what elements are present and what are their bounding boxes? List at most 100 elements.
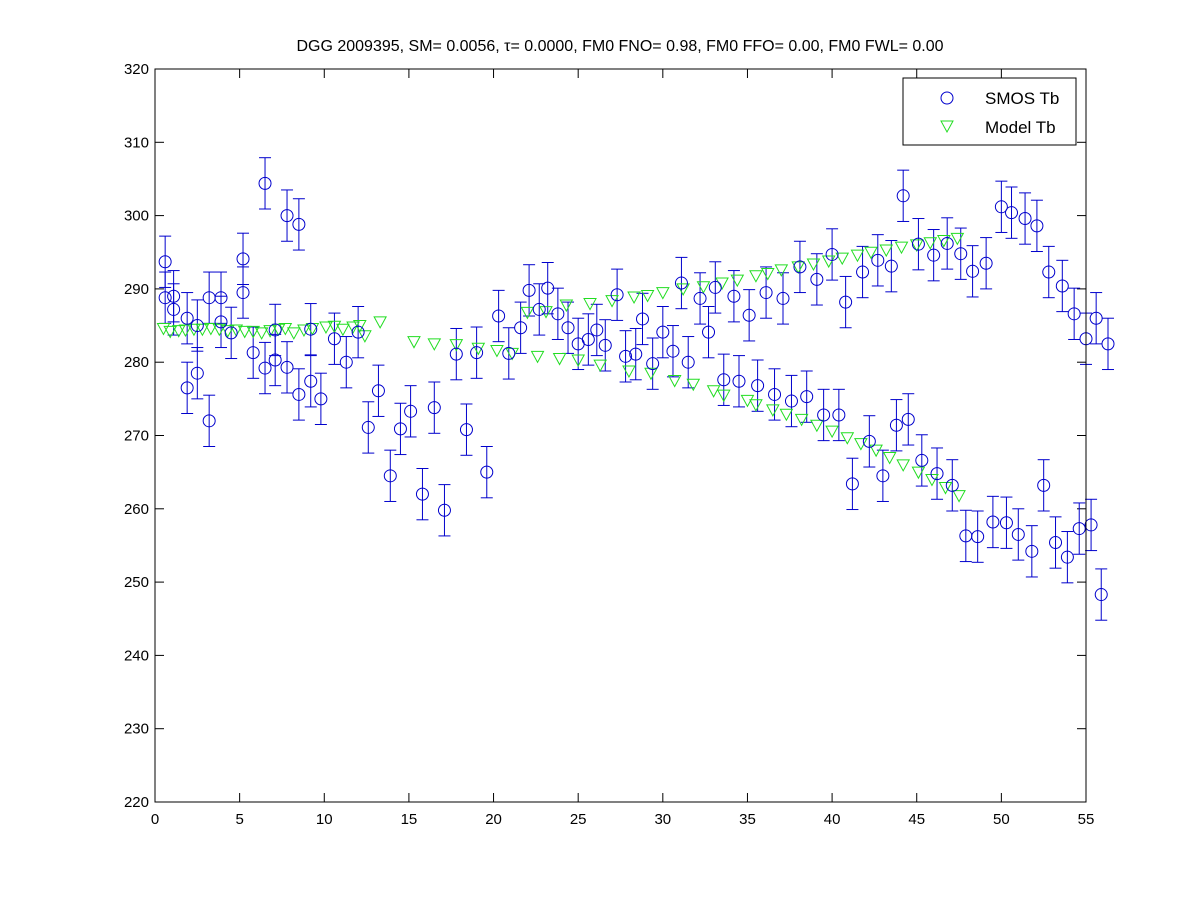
smos-tb-point <box>383 469 397 483</box>
smos-tb-point <box>674 276 688 290</box>
smos-errorbar <box>980 237 993 290</box>
smos-errorbar <box>839 275 852 329</box>
y-tick-label: 310 <box>124 134 149 151</box>
smos-tb-point <box>304 322 318 336</box>
legend: SMOS Tb Model Tb <box>902 77 1077 146</box>
smos-errorbar <box>1068 287 1081 340</box>
model-tb-point <box>178 324 193 337</box>
smos-tb-point <box>915 453 929 467</box>
smos-tb-point <box>742 308 756 322</box>
model-tb-point <box>640 289 655 303</box>
smos-tb-point <box>158 291 172 305</box>
model-tb-point <box>490 344 504 358</box>
smos-tb-point <box>832 408 846 422</box>
smos-errorbar <box>470 326 483 379</box>
smos-tb-point <box>551 307 565 321</box>
smos-errorbar <box>281 189 294 242</box>
smos-errorbar <box>1056 259 1069 313</box>
smos-tb-point <box>459 423 473 437</box>
smos-tb-point <box>581 332 595 346</box>
x-tick-label: 25 <box>570 811 587 828</box>
smos-tb-point <box>1025 544 1039 558</box>
model-tb-point <box>297 324 311 337</box>
smos-errorbar <box>394 402 407 456</box>
smos-tb-point <box>280 209 294 223</box>
smos-tb-point <box>656 325 670 339</box>
model-tb-point <box>938 482 953 495</box>
smos-tb-point <box>532 302 546 316</box>
y-tick-label: 230 <box>124 721 149 738</box>
smos-tb-point <box>619 349 633 363</box>
chart-title: DGG 2009395, SM= 0.0056, τ= 0.0000, FM0 … <box>296 38 943 55</box>
model-tb-point <box>850 249 865 263</box>
smos-errorbar <box>743 289 756 342</box>
smos-errorbar <box>636 292 649 346</box>
smos-tb-point <box>180 381 194 395</box>
model-tb-point <box>715 277 729 291</box>
model-tb-point <box>936 235 951 248</box>
model-tb-point <box>327 320 342 334</box>
smos-tb-point <box>258 361 272 375</box>
model-tb-point <box>766 404 780 417</box>
model-tb-point <box>896 459 911 472</box>
smos-tb-point <box>784 394 798 408</box>
smos-errorbar <box>181 361 194 415</box>
smos-tb-point <box>561 321 575 335</box>
model-tb-point <box>373 316 387 329</box>
model-tb-point <box>894 241 909 255</box>
smos-errorbar <box>1073 502 1086 555</box>
smos-tb-point <box>636 312 650 326</box>
smos-errorbar <box>785 374 798 428</box>
smos-tb-point <box>817 408 831 422</box>
smos-tb-point <box>214 315 228 329</box>
smos-errorbar <box>1095 568 1108 621</box>
smos-errorbar <box>856 245 869 299</box>
smos-errorbar <box>281 341 294 394</box>
smos-tb-point <box>590 323 604 337</box>
smos-errorbar <box>181 292 194 345</box>
smos-tb-point <box>246 346 260 360</box>
smos-errorbar <box>372 364 385 417</box>
smos-tb-point <box>1101 337 1115 351</box>
smos-tb-point <box>502 346 516 360</box>
smos-errorbar <box>1085 498 1098 552</box>
model-tb-point <box>840 432 855 445</box>
model-tb-point <box>593 359 608 373</box>
smos-tb-point <box>292 387 306 401</box>
smos-errorbar <box>656 305 669 359</box>
smos-tb-point <box>1049 536 1063 550</box>
model-tb-point <box>346 321 360 335</box>
smos-tb-point <box>708 280 722 294</box>
smos-tb-point <box>810 272 824 286</box>
model-tb-point <box>911 466 926 480</box>
smos-tb-point <box>768 387 782 401</box>
smos-errorbar <box>717 353 730 406</box>
smos-tb-point <box>876 469 890 483</box>
smos-errorbar <box>709 261 722 314</box>
y-tick-label: 220 <box>124 794 149 811</box>
smos-errorbar <box>995 180 1008 233</box>
smos-errorbar <box>572 317 585 371</box>
smos-errorbar <box>971 510 984 563</box>
model-tb-point <box>286 327 301 340</box>
model-tb-point <box>923 237 938 250</box>
model-tb-point <box>882 451 897 465</box>
model-tb-point <box>730 274 745 288</box>
smos-tb-point <box>999 516 1013 530</box>
smos-tb-point <box>889 418 903 432</box>
smos-tb-point <box>1067 307 1081 321</box>
model-tb-point <box>821 255 836 269</box>
smos-tb-point <box>839 295 853 309</box>
x-tick-label: 0 <box>151 811 159 828</box>
model-tb-point <box>810 419 824 433</box>
smos-tb-point <box>492 309 506 323</box>
smos-tb-point <box>1005 206 1019 220</box>
y-tick-label: 320 <box>124 61 149 78</box>
smos-errorbar <box>259 341 272 395</box>
smos-errorbar <box>304 355 317 408</box>
smos-tb-point <box>666 344 680 358</box>
smos-tb-point <box>361 420 375 434</box>
smos-errorbar <box>1102 317 1115 371</box>
